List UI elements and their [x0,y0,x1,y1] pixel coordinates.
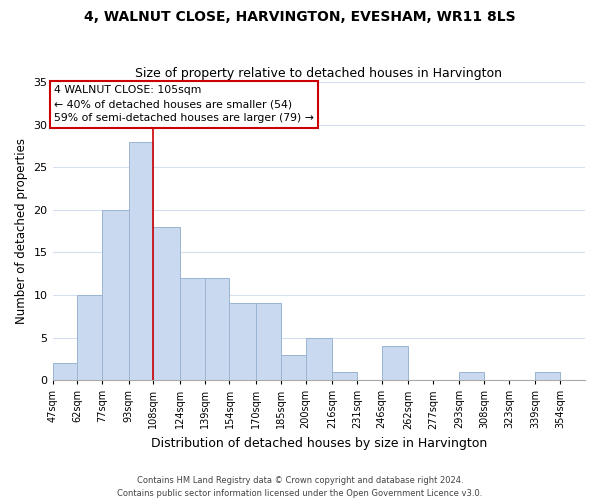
Bar [256,304,281,380]
X-axis label: Distribution of detached houses by size in Harvington: Distribution of detached houses by size … [151,437,487,450]
Bar [128,142,154,380]
Bar [180,278,205,380]
Bar [102,210,128,380]
Y-axis label: Number of detached properties: Number of detached properties [15,138,28,324]
Bar [281,354,305,380]
Bar [229,304,256,380]
Bar [77,295,102,380]
Bar [535,372,560,380]
Text: 4 WALNUT CLOSE: 105sqm
← 40% of detached houses are smaller (54)
59% of semi-det: 4 WALNUT CLOSE: 105sqm ← 40% of detached… [54,86,314,124]
Bar [332,372,357,380]
Bar [53,363,77,380]
Bar [305,338,332,380]
Title: Size of property relative to detached houses in Harvington: Size of property relative to detached ho… [135,66,502,80]
Bar [154,227,180,380]
Bar [205,278,229,380]
Text: Contains HM Land Registry data © Crown copyright and database right 2024.
Contai: Contains HM Land Registry data © Crown c… [118,476,482,498]
Text: 4, WALNUT CLOSE, HARVINGTON, EVESHAM, WR11 8LS: 4, WALNUT CLOSE, HARVINGTON, EVESHAM, WR… [84,10,516,24]
Bar [382,346,408,380]
Bar [460,372,484,380]
